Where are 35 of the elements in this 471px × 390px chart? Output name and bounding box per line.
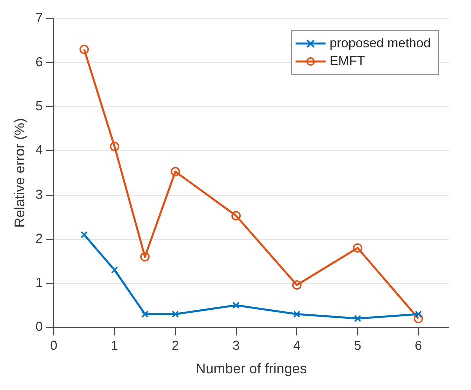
point — [415, 310, 422, 318]
point — [111, 266, 118, 274]
point — [232, 302, 240, 310]
legend-label: EMFT — [330, 53, 366, 68]
point — [232, 211, 242, 221]
y-tick-label: 3 — [36, 186, 44, 202]
point — [414, 314, 424, 324]
legend-label: proposed method — [330, 35, 432, 50]
y-tick-label: 5 — [36, 98, 44, 114]
y-tick-label: 2 — [36, 230, 44, 246]
x-tick-label: 6 — [415, 338, 422, 353]
point — [294, 310, 301, 318]
point — [170, 167, 180, 177]
x-tick-label: 0 — [50, 338, 58, 353]
x-tick-label: 2 — [172, 338, 180, 353]
y-tick-label: 6 — [36, 54, 44, 70]
x-axis-title: Number of fringes — [196, 360, 308, 376]
x-tick-label: 5 — [354, 338, 362, 353]
point — [353, 243, 363, 253]
y-tick-label: 4 — [36, 142, 44, 158]
point — [354, 315, 362, 322]
y-tick-label: 1 — [36, 275, 44, 290]
y-axis-title: Relative error (%) — [11, 118, 28, 228]
point — [142, 310, 149, 318]
point — [80, 44, 90, 54]
point — [110, 142, 120, 152]
x-tick-label: 4 — [293, 338, 301, 353]
x-tick-label: 3 — [232, 338, 240, 353]
point — [172, 310, 180, 318]
point — [292, 280, 302, 290]
point — [80, 231, 88, 239]
y-tick-label: 7 — [36, 10, 44, 26]
y-tick-label: 0 — [36, 319, 44, 334]
x-tick-label: 1 — [111, 338, 118, 353]
point — [140, 252, 150, 262]
